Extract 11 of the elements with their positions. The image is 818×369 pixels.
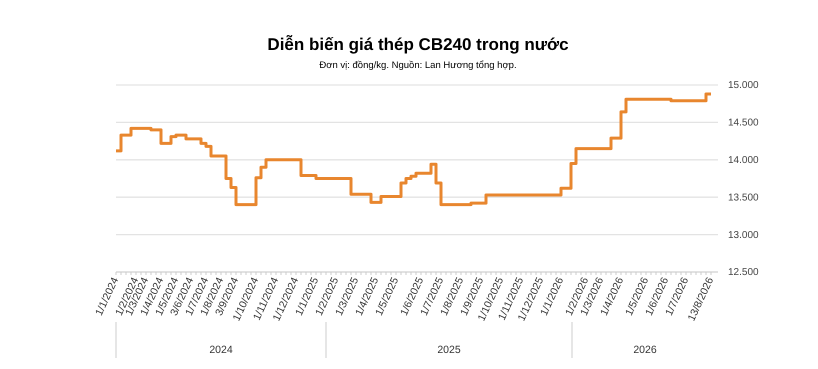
- chart-subtitle: Đơn vị: đồng/kg. Nguồn: Lan Hương tổng hợp.: [319, 60, 517, 71]
- y-tick-label: 13.000: [728, 230, 760, 241]
- y-tick-label: 13.500: [728, 192, 760, 204]
- y-tick-label: 14.000: [728, 155, 760, 166]
- y-tick-label: 15.000: [728, 80, 760, 92]
- text: 2025: [437, 344, 461, 356]
- y-tick-label: 12.500: [728, 267, 760, 278]
- chart-title: Diễn biến giá thép CB240 trong nước: [267, 35, 569, 54]
- text: 2024: [209, 344, 233, 356]
- y-tick-label: 14.500: [728, 118, 760, 129]
- text: 2026: [633, 344, 657, 356]
